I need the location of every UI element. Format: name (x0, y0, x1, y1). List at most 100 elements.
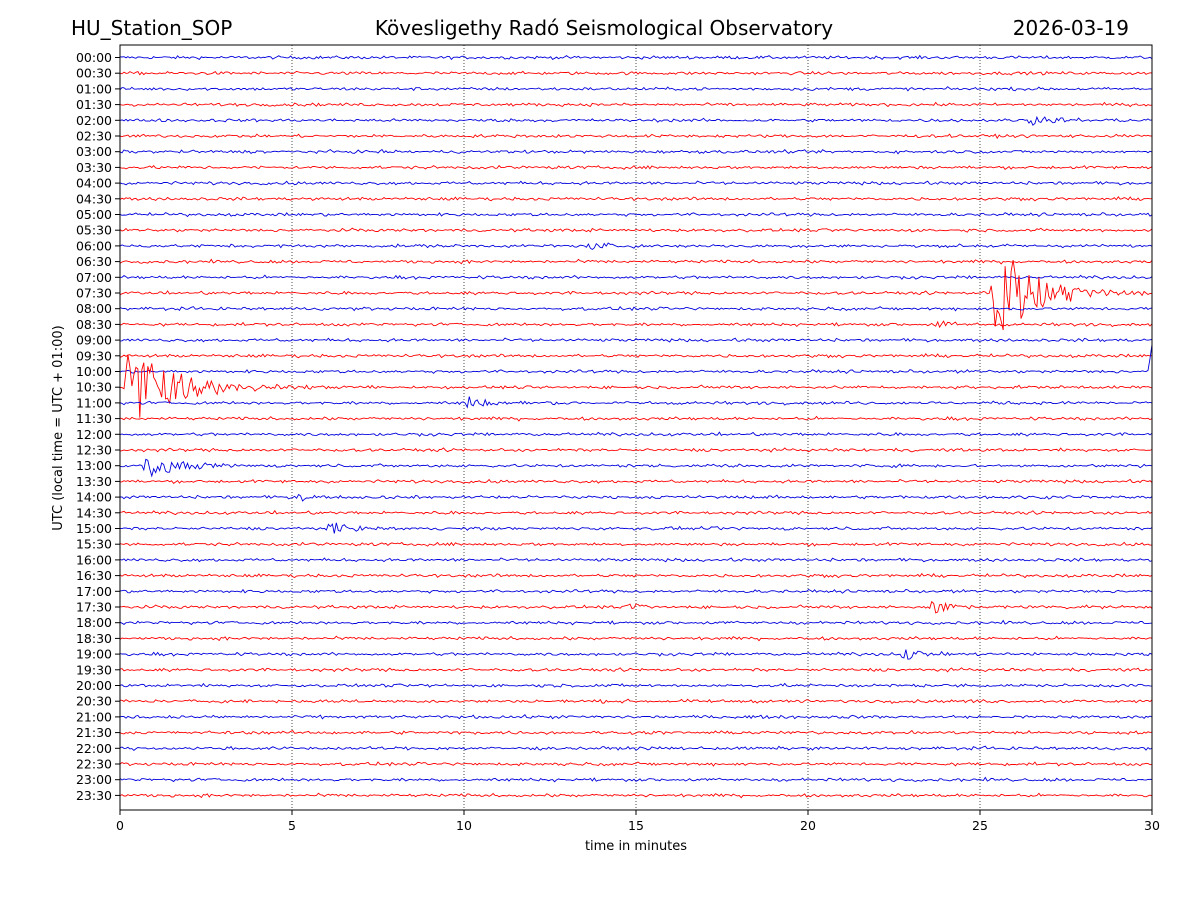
trace-row-0830 (119, 320, 1153, 329)
y-tick-label: 20:00 (76, 678, 112, 693)
trace-row-1800 (119, 619, 1152, 626)
x-tick-label: 20 (800, 818, 816, 833)
y-tick-label: 11:00 (76, 395, 112, 410)
trace-row-0200 (119, 115, 1153, 126)
y-tick-label: 03:30 (76, 160, 112, 175)
y-tick-label: 16:30 (76, 568, 112, 583)
trace-row-1330 (119, 478, 1153, 485)
y-tick-label: 12:30 (76, 443, 112, 458)
y-tick-label: 03:00 (76, 144, 112, 159)
y-tick-label: 14:00 (76, 490, 112, 505)
trace-row-0030 (119, 70, 1153, 76)
trace-row-1630 (119, 572, 1153, 579)
trace-row-0930 (119, 353, 1153, 359)
y-tick-label: 02:30 (76, 129, 112, 144)
trace-layer (119, 54, 1153, 799)
y-tick-label: 10:00 (76, 364, 112, 379)
y-tick-label: 07:30 (76, 286, 112, 301)
chart-title: Kövesligethy Radó Seismological Observat… (375, 16, 833, 40)
trace-row-2130 (119, 729, 1153, 735)
y-tick-label: 00:00 (76, 50, 112, 65)
x-tick-label: 15 (628, 818, 644, 833)
trace-row-1600 (119, 557, 1153, 563)
trace-row-0600 (119, 242, 1153, 251)
y-tick-label: 10:30 (76, 380, 112, 395)
trace-row-2300 (119, 776, 1153, 783)
x-axis-label: time in minutes (585, 839, 687, 854)
trace-row-1500 (119, 522, 1153, 534)
trace-row-0630 (119, 258, 1153, 265)
y-tick-label: 13:00 (76, 458, 112, 473)
trace-row-1100 (119, 396, 1153, 409)
y-tick-label: 06:30 (76, 254, 112, 269)
y-tick-label: 05:00 (76, 207, 112, 222)
trace-row-1230 (119, 447, 1153, 453)
trace-row-0230 (119, 133, 1153, 140)
trace-row-0300 (119, 148, 1153, 155)
station-label: HU_Station_SOP (71, 16, 232, 40)
x-tick-label: 25 (972, 818, 988, 833)
trace-row-1300 (119, 458, 1153, 478)
y-tick-label: 14:30 (76, 505, 112, 520)
y-tick-label: 04:30 (76, 191, 112, 206)
y-tick-label: 08:30 (76, 317, 112, 332)
trace-row-1430 (119, 509, 1153, 516)
trace-row-0330 (119, 164, 1153, 171)
y-tick-label: 18:00 (76, 615, 112, 630)
y-tick-label: 21:00 (76, 709, 112, 724)
y-tick-label: 01:00 (76, 81, 112, 96)
trace-row-2200 (119, 745, 1153, 751)
trace-row-1830 (119, 635, 1153, 642)
trace-row-0900 (119, 337, 1153, 343)
y-tick-label: 02:00 (76, 113, 112, 128)
y-tick-label: 22:30 (76, 757, 112, 772)
x-tick-label: 5 (288, 818, 296, 833)
y-tick-label: 13:30 (76, 474, 112, 489)
y-tick-label: 23:00 (76, 772, 112, 787)
y-tick-label: 15:30 (76, 537, 112, 552)
trace-row-0500 (119, 211, 1153, 218)
y-tick-label: 05:30 (76, 223, 112, 238)
y-tick-label: 19:00 (76, 647, 112, 662)
trace-row-1400 (119, 493, 1153, 502)
trace-row-1530 (119, 541, 1153, 547)
y-tick-label: 09:30 (76, 348, 112, 363)
y-tick-label: 00:30 (76, 66, 112, 81)
y-tick-label: 15:00 (76, 521, 112, 536)
trace-row-2330 (119, 792, 1153, 799)
x-tick-label: 10 (456, 818, 472, 833)
y-tick-label: 04:00 (76, 176, 112, 191)
trace-row-0530 (119, 227, 1153, 233)
y-tick-label: 16:00 (76, 552, 112, 567)
trace-row-1930 (119, 667, 1153, 673)
y-tick-label: 20:30 (76, 694, 112, 709)
trace-row-0430 (119, 196, 1153, 202)
trace-row-1130 (119, 415, 1153, 422)
y-tick-label: 12:00 (76, 427, 112, 442)
y-axis-ticks: 00:0000:3001:0001:3002:0002:3003:0003:30… (76, 50, 120, 803)
trace-row-2030 (119, 698, 1153, 705)
y-tick-label: 11:30 (76, 411, 112, 426)
y-tick-label: 07:00 (76, 270, 112, 285)
trace-row-1030 (119, 354, 1153, 418)
trace-row-0100 (119, 86, 1153, 92)
trace-row-1200 (119, 431, 1153, 437)
x-axis-ticks: 0 5 10 15 20 25 30 (116, 810, 1160, 833)
trace-row-0000 (119, 54, 1153, 61)
trace-row-0130 (119, 101, 1153, 108)
y-tick-label: 22:00 (76, 741, 112, 756)
y-axis-label: UTC (local time = UTC + 01:00) (51, 325, 66, 530)
trace-row-2230 (119, 761, 1153, 767)
trace-row-1000 (119, 344, 1153, 375)
x-tick-label: 30 (1144, 818, 1160, 833)
y-tick-label: 08:00 (76, 301, 112, 316)
y-tick-label: 18:30 (76, 631, 112, 646)
trace-row-0400 (119, 180, 1153, 186)
trace-row-0730 (119, 260, 1153, 331)
trace-row-1900 (119, 649, 1153, 660)
y-tick-label: 19:30 (76, 662, 112, 677)
trace-row-1730 (119, 600, 1153, 614)
y-tick-label: 21:30 (76, 725, 112, 740)
